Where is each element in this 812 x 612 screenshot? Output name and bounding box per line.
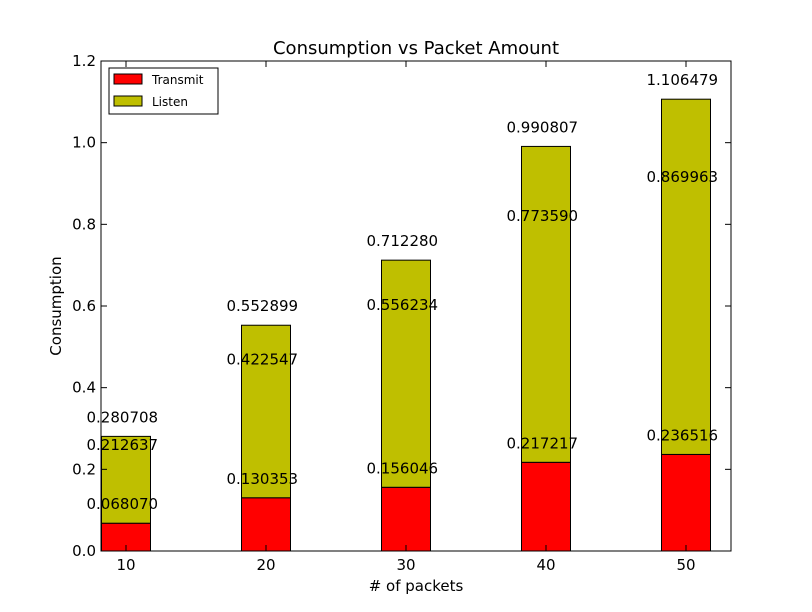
bar-transmit-40 bbox=[521, 461, 571, 552]
y-axis-label: Consumption bbox=[47, 256, 65, 355]
bar-listen-10 bbox=[101, 435, 151, 524]
data-label-transmit-10: 0.068070 bbox=[87, 495, 159, 513]
x-tick-label-30: 30 bbox=[396, 556, 415, 574]
bar-transmit-50 bbox=[661, 453, 711, 552]
y-tick-label-1: 0.2 bbox=[72, 460, 96, 478]
bars-layer bbox=[101, 98, 711, 552]
x-axis-label: # of packets bbox=[369, 577, 464, 595]
labels-layer: 0.068070 0.212637 0.280708 0.130353 0.422547… bbox=[87, 71, 719, 513]
data-label-total-50: 1.106479 bbox=[647, 71, 719, 89]
data-label-total-10: 0.280708 bbox=[87, 408, 159, 426]
x-tick-label-50: 50 bbox=[676, 556, 695, 574]
x-tick-label-10: 10 bbox=[116, 556, 135, 574]
data-label-total-20: 0.552899 bbox=[227, 297, 299, 315]
bar-listen-20 bbox=[241, 324, 291, 499]
bar-listen-30 bbox=[381, 259, 431, 488]
y-tick-label-6: 1.2 bbox=[72, 52, 96, 70]
bar-transmit-20 bbox=[241, 497, 291, 552]
data-label-listen-40: 0.773590 bbox=[507, 207, 579, 225]
legend: Transmit Listen bbox=[108, 67, 219, 115]
data-label-listen-20: 0.422547 bbox=[227, 350, 299, 368]
x-tick-label-20: 20 bbox=[256, 556, 275, 574]
y-tick-label-4: 0.8 bbox=[72, 215, 96, 233]
data-label-total-40: 0.990807 bbox=[507, 118, 579, 136]
data-label-total-30: 0.712280 bbox=[367, 232, 439, 250]
chart-title: Consumption vs Packet Amount bbox=[273, 38, 559, 59]
plot-frame bbox=[100, 60, 732, 552]
data-label-transmit-30: 0.156046 bbox=[367, 459, 439, 477]
data-label-transmit-50: 0.236516 bbox=[647, 426, 719, 444]
y-tick-label-0: 0.0 bbox=[72, 542, 96, 560]
ticks-layer: 0.0 0.2 0.4 0.6 0.8 1.0 1.2 10 20 30 40 50 bbox=[72, 52, 731, 574]
y-tick-label-2: 0.4 bbox=[72, 379, 96, 397]
bar-listen-40 bbox=[521, 145, 571, 463]
y-tick-label-3: 0.6 bbox=[72, 297, 96, 315]
legend-swatch-transmit bbox=[113, 73, 143, 85]
y-tick-label-5: 1.0 bbox=[72, 134, 96, 152]
data-label-listen-10: 0.212637 bbox=[87, 436, 159, 454]
bar-transmit-30 bbox=[381, 486, 431, 552]
legend-label-listen: Listen bbox=[152, 95, 188, 109]
data-label-listen-30: 0.556234 bbox=[367, 296, 439, 314]
data-label-transmit-20: 0.130353 bbox=[227, 470, 299, 488]
data-label-transmit-40: 0.217217 bbox=[507, 434, 579, 452]
bar-listen-50 bbox=[661, 98, 711, 455]
x-tick-label-40: 40 bbox=[536, 556, 555, 574]
data-label-listen-50: 0.869963 bbox=[647, 168, 719, 186]
legend-label-transmit: Transmit bbox=[151, 73, 204, 87]
legend-swatch-listen bbox=[113, 95, 143, 107]
